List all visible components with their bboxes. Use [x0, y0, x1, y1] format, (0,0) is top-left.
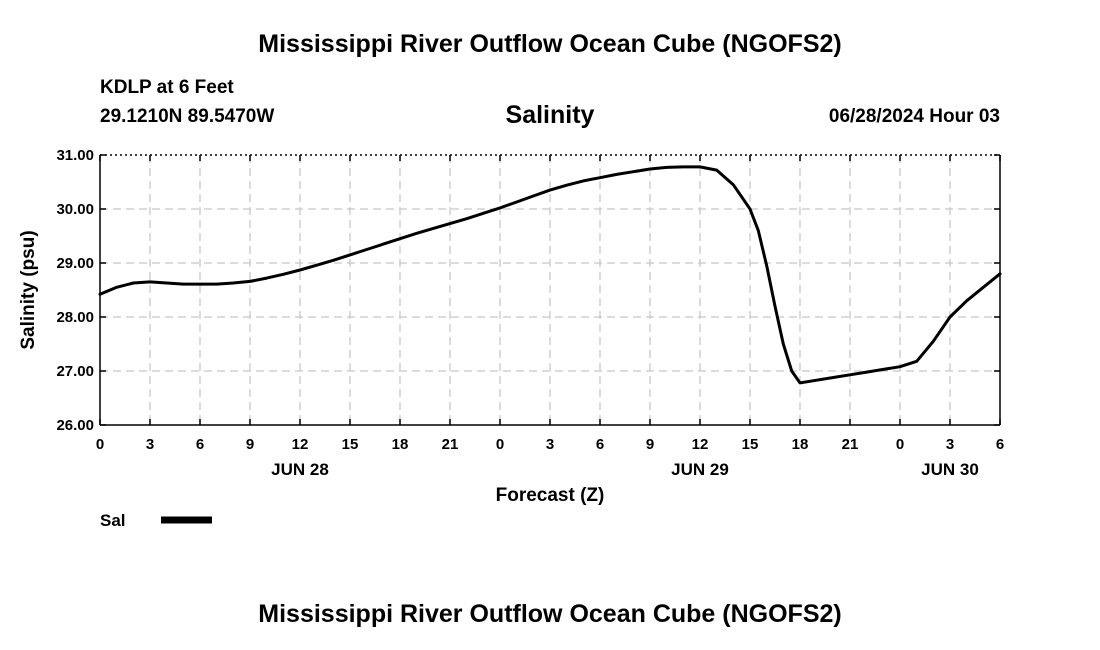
y-axis-title: Salinity (psu) — [18, 230, 39, 349]
date-label: JUN 29 — [671, 460, 729, 479]
x-tick-label: 9 — [246, 436, 254, 453]
station-label: KDLP at 6 Feet — [100, 77, 234, 98]
chart-title: Salinity — [505, 101, 595, 129]
main-title: Mississippi River Outflow Ocean Cube (NG… — [258, 30, 842, 58]
x-tick-label: 3 — [146, 436, 154, 453]
x-tick-label: 15 — [342, 436, 359, 453]
x-tick-label: 0 — [96, 436, 104, 453]
y-tick-label: 26.00 — [56, 417, 94, 434]
date-label: JUN 28 — [271, 460, 329, 479]
y-tick-label: 30.00 — [56, 201, 94, 218]
x-tick-label: 6 — [196, 436, 204, 453]
x-tick-label: 0 — [896, 436, 904, 453]
x-tick-label: 3 — [946, 436, 954, 453]
x-tick-label: 9 — [646, 436, 654, 453]
x-tick-label: 21 — [442, 436, 459, 453]
x-tick-label: 3 — [546, 436, 554, 453]
y-tick-label: 29.00 — [56, 255, 94, 272]
y-tick-label: 27.00 — [56, 363, 94, 380]
coordinates-label: 29.1210N 89.5470W — [100, 106, 275, 127]
x-axis-title: Forecast (Z) — [496, 485, 605, 506]
x-tick-label: 6 — [596, 436, 604, 453]
x-tick-label: 6 — [996, 436, 1004, 453]
date-label: JUN 30 — [921, 460, 979, 479]
forecast-datetime: 06/28/2024 Hour 03 — [828, 106, 1000, 127]
x-tick-label: 21 — [842, 436, 859, 453]
x-tick-label: 12 — [292, 436, 309, 453]
footer-title: Mississippi River Outflow Ocean Cube (NG… — [258, 600, 842, 628]
x-tick-label: 18 — [792, 436, 809, 453]
x-tick-label: 0 — [496, 436, 504, 453]
y-tick-label: 28.00 — [56, 309, 94, 326]
salinity-series-line — [98, 165, 1002, 385]
legend-label: Sal — [100, 511, 126, 530]
x-tick-label: 18 — [392, 436, 409, 453]
x-tick-label: 15 — [742, 436, 759, 453]
x-tick-label: 12 — [692, 436, 709, 453]
y-tick-label: 31.00 — [56, 147, 94, 164]
